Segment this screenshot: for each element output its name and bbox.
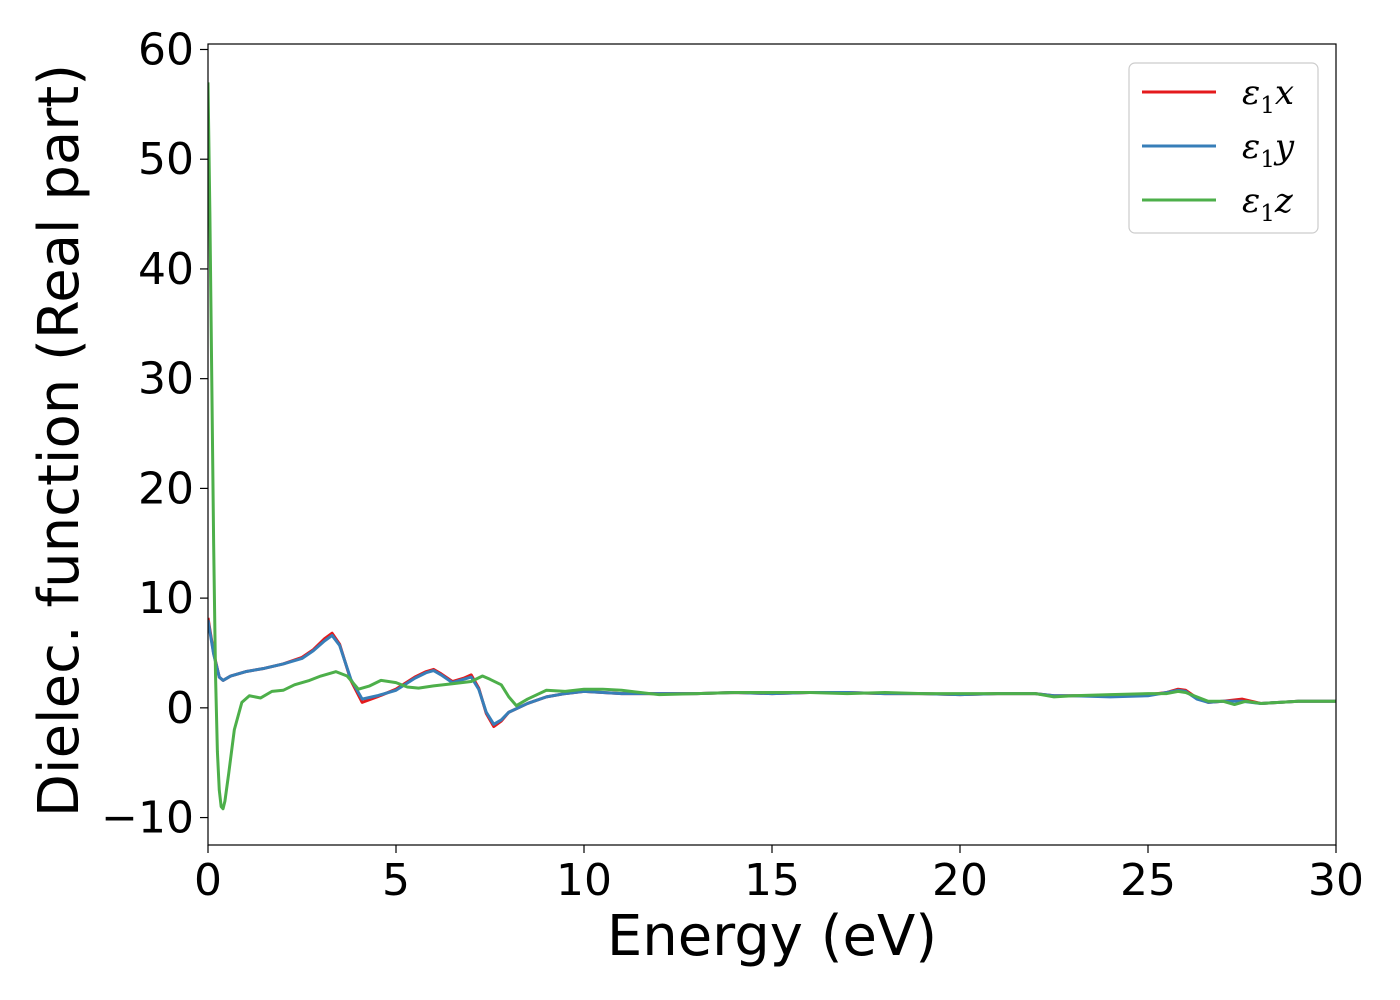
x-axis: 0 5 10 15 20 25 30 xyxy=(194,845,1364,906)
y-tick-label: 0 xyxy=(166,683,194,734)
x-tick-label: 5 xyxy=(382,855,410,906)
plot-lines xyxy=(208,82,1336,811)
x-tick-label: 20 xyxy=(932,855,988,906)
y-tick-label: 10 xyxy=(138,573,194,624)
x-tick-label: 30 xyxy=(1308,855,1364,906)
series-line-x xyxy=(208,617,1336,728)
x-tick-label: 10 xyxy=(556,855,612,906)
legend-box xyxy=(1128,62,1319,234)
y-tick-label: 40 xyxy=(138,244,194,295)
x-tick-label: 15 xyxy=(744,855,800,906)
y-tick-label: 20 xyxy=(138,463,194,514)
x-tick-label: 25 xyxy=(1120,855,1176,906)
x-axis-title: Energy (eV) xyxy=(607,904,937,969)
y-axis: −10 0 10 20 30 40 50 60 xyxy=(101,24,208,844)
y-tick-label: 30 xyxy=(138,354,194,405)
y-axis-title: Dielec. function (Real part) xyxy=(27,64,92,817)
y-tick-label: 50 xyxy=(138,134,194,185)
series-line-z xyxy=(208,82,1336,811)
legend-label-z: ε1z xyxy=(1242,181,1294,227)
x-tick-label: 0 xyxy=(194,855,222,906)
y-tick-label: −10 xyxy=(101,793,194,844)
legend: ε1x ε1y ε1z xyxy=(1128,62,1319,234)
legend-label-y: ε1y xyxy=(1242,127,1295,173)
y-tick-label: 60 xyxy=(138,24,194,75)
legend-label-x: ε1x xyxy=(1242,73,1294,119)
series-line-y xyxy=(208,619,1336,726)
